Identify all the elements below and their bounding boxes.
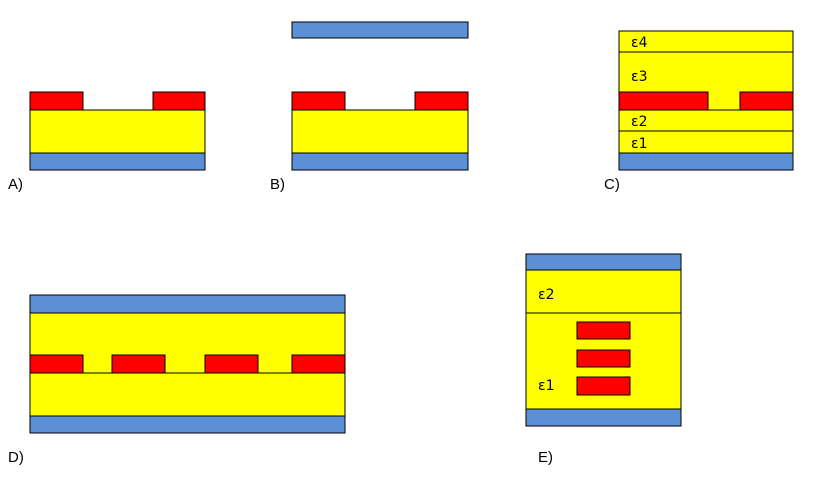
panel-d-conductor-1	[29, 354, 84, 374]
panel-b-conductor-right	[414, 91, 469, 111]
panel-a-conductor-left	[29, 91, 84, 111]
panel-b-top-ground-plane	[291, 21, 469, 39]
panel-c-eps4-label: ε4	[631, 35, 648, 51]
panel-a-conductor-right	[152, 91, 206, 111]
panel-c-eps1-label: ε1	[631, 136, 647, 152]
panel-b-label: B)	[270, 176, 285, 193]
panel-c: ε4 ε3 ε2 ε1 C)	[604, 30, 794, 193]
panel-d-conductor-4	[291, 354, 346, 374]
panel-d: D)	[8, 294, 346, 466]
panel-c-conductor-left	[618, 91, 709, 111]
panel-b-dielectric	[291, 109, 469, 154]
panel-e-eps2-label: ε2	[538, 287, 554, 303]
panel-e-eps1-label: ε1	[538, 378, 554, 394]
panel-e: ε2 ε1 E)	[525, 253, 682, 466]
panel-b-conductor-left	[291, 91, 346, 111]
panel-d-dielectric-lower	[29, 372, 346, 417]
panel-b-ground-plane	[291, 152, 469, 171]
panel-d-bottom-ground-plane	[29, 415, 346, 434]
panel-c-eps3-label: ε3	[631, 69, 647, 85]
panel-c-ground-plane	[618, 152, 794, 171]
panel-e-conductor-2	[576, 349, 631, 368]
panel-d-conductor-2	[111, 354, 166, 374]
panel-e-conductor-3	[576, 376, 631, 396]
panel-d-top-ground-plane	[29, 294, 346, 314]
panel-b: B)	[270, 21, 469, 193]
panel-e-conductor-1	[576, 321, 631, 340]
panel-d-label: D)	[8, 449, 24, 466]
panel-c-eps2-label: ε2	[631, 114, 647, 130]
panel-e-top-ground-plane	[525, 253, 682, 271]
panel-e-label: E)	[538, 449, 553, 466]
panel-e-bottom-ground-plane	[525, 408, 682, 427]
panel-a: A)	[8, 91, 206, 193]
panel-c-conductor-right	[739, 91, 794, 111]
panel-a-ground-plane	[29, 152, 206, 171]
panel-a-dielectric	[29, 109, 206, 154]
panel-d-conductor-3	[204, 354, 259, 374]
panel-c-label: C)	[604, 176, 620, 193]
panel-a-label: A)	[8, 176, 23, 193]
